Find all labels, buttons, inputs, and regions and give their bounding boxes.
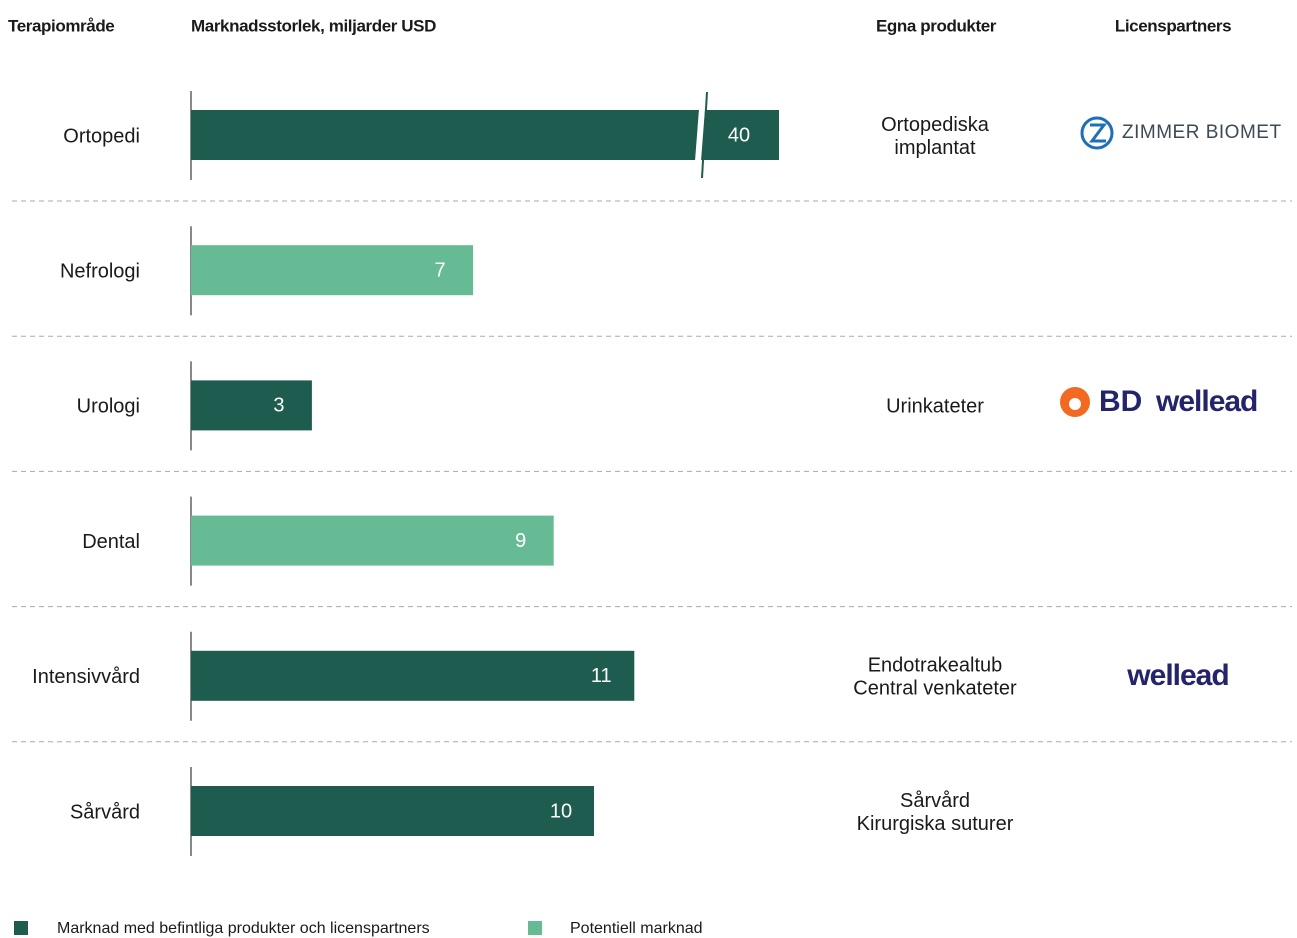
category-label: Sårvård: [70, 801, 140, 823]
category-label: Ortopedi: [63, 125, 140, 147]
value-label: 9: [515, 530, 526, 552]
bar: [191, 245, 474, 296]
category-label: Dental: [82, 531, 140, 553]
product-name: Endotrakealtub: [868, 655, 1003, 677]
value-label: 10: [550, 800, 572, 822]
partner-name: BD: [1099, 385, 1142, 418]
product-name: Central venkateter: [853, 678, 1017, 700]
legend-swatch: [528, 921, 542, 935]
bar: [191, 380, 312, 431]
product-name: Sårvård: [900, 790, 970, 812]
bar: [191, 786, 594, 836]
legend-label: Potentiell marknad: [570, 920, 703, 937]
product-name: Kirurgiska suturer: [857, 813, 1014, 835]
legend-label: Marknad med befintliga produkter och lic…: [57, 920, 430, 937]
column-header: Marknadsstorlek, miljarder USD: [191, 16, 436, 35]
value-label: 11: [591, 665, 612, 687]
zimmer-logo: ZIMMER BIOMET: [1080, 116, 1282, 150]
column-header: Licenspartners: [1115, 16, 1231, 35]
column-header: Egna produkter: [876, 16, 997, 35]
value-label: 40: [728, 124, 750, 146]
partner-name: wellead: [1126, 659, 1228, 692]
category-label: Nefrologi: [60, 260, 140, 282]
category-label: Intensivvård: [32, 666, 140, 688]
partner-name: wellead: [1155, 385, 1257, 418]
bd-logo: BD wellead: [1060, 385, 1258, 418]
product-name: implantat: [894, 137, 976, 159]
legend-swatch: [14, 921, 28, 935]
bar: [191, 650, 635, 701]
axis-break-line: [701, 91, 708, 179]
axis-break: [695, 109, 705, 161]
category-label: Urologi: [77, 396, 140, 418]
bar: [191, 515, 554, 566]
value-label: 3: [273, 395, 284, 417]
product-name: Ortopediska: [881, 114, 990, 136]
partner-name: ZIMMER BIOMET: [1122, 122, 1282, 143]
value-label: 7: [435, 259, 446, 281]
bar: [191, 110, 779, 160]
product-name: Urinkateter: [886, 396, 984, 418]
column-header: Terapiområde: [8, 16, 114, 35]
